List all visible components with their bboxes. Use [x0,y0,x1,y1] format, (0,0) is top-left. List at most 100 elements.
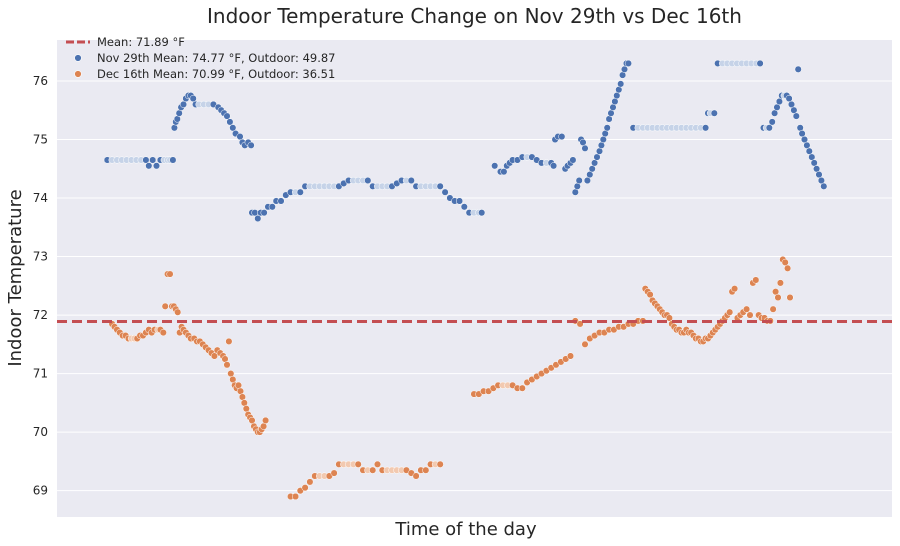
nov-data-point [364,176,372,185]
nov-data-point [581,144,589,152]
dec-data-point [306,478,314,486]
nov-data-point [792,112,800,120]
x-axis-label: Time of the day [394,519,537,540]
nov-data-point [798,130,806,138]
legend-mean-label: Mean: 71.89 °F [97,35,185,49]
dec-data-point [174,308,182,316]
dec-data-point [248,416,256,424]
nov-data-point [189,94,197,103]
nov-data-point [579,138,587,146]
dec-data-point [743,305,751,313]
nov-data-point [500,168,508,176]
nov-data-point [710,109,718,117]
dec-data-point [301,484,309,492]
nov-data-point [765,124,773,132]
nov-data-point [810,159,818,167]
nov-data-point [785,94,793,103]
nov-data-point [226,118,234,126]
nov-data-point [588,165,596,173]
nov-data-point [820,182,828,190]
nov-data-point [152,162,161,170]
nov-data-point [805,147,813,155]
nov-data-point [607,109,615,117]
nov-data-point [145,162,153,170]
y-tick-label: 71 [33,367,48,381]
nov-data-point [455,197,464,205]
y-tick-label: 70 [33,425,48,439]
dec-data-point [373,460,382,468]
dec-data-point [784,264,792,272]
nov-data-point [569,156,577,164]
nov-data-point [595,147,604,155]
nov-data-point [803,141,811,149]
dec-data-point [769,305,777,313]
nov-data-point [702,124,710,132]
nov-data-point [169,156,177,164]
nov-data-point [617,80,625,88]
nov-data-point [175,109,183,117]
nov-data-point [247,141,255,149]
dec-data-point [566,352,575,360]
nov-data-point [558,133,566,141]
nov-data-point [550,162,558,170]
y-tick-label: 72 [33,308,48,322]
dec-data-point [746,311,754,319]
nov-data-point [575,176,583,185]
nov-data-point [149,156,157,164]
y-tick-labels: 69 70 71 72 73 74 75 76 [33,74,48,498]
nov-data-point [593,153,601,161]
nov-data-point [790,106,798,114]
dec-data-point [774,293,782,302]
legend-nov-label: Nov 29th Mean: 74.77 °F, Outdoor: 49.87 [97,51,336,65]
nov-data-point [260,209,268,217]
y-tick-label: 69 [33,484,48,498]
nov-data-point [613,92,621,100]
nov-data-point [296,188,304,196]
nov-data-point [771,109,779,117]
dec-data-point [238,393,246,401]
legend-dec-marker [74,70,82,78]
nov-data-point [794,65,802,73]
nov-data-point [407,176,415,185]
dec-data-point [518,384,526,392]
dec-data-point [330,469,338,477]
dec-data-point [436,460,444,468]
grid-lines [57,80,892,492]
y-tick-label: 73 [33,250,48,264]
dec-data-point [223,361,231,369]
legend: Mean: 71.89 °F Nov 29th Mean: 74.77 °F, … [66,35,336,81]
nov-data-point [170,124,178,132]
dec-data-point [731,285,739,293]
dec-data-point [225,337,233,345]
nov-data-point [491,162,499,170]
dec-data-point [422,466,430,474]
dec-data-point [354,460,362,468]
y-tick-label: 76 [33,74,48,88]
nov-data-point [611,97,619,106]
dec-data-point [260,422,268,430]
nov-data-point [478,209,486,217]
nov-data-point [624,59,632,67]
dec-data-point [781,258,789,266]
dec-data-point [291,492,300,501]
nov-data-point [603,124,611,132]
data-points [103,59,828,501]
dec-data-point [412,472,420,480]
dec-data-point [752,276,760,284]
nov-data-point [756,59,764,67]
nov-data-point [460,203,468,211]
dec-data-point [242,405,250,413]
dec-data-point [726,308,734,316]
nov-data-point [436,182,444,190]
nov-data-point [620,65,629,73]
dec-data-point [262,416,270,424]
dec-data-point [665,314,673,322]
legend-nov-marker [74,54,82,62]
dec-data-point [159,329,167,337]
dec-data-point [161,302,169,310]
nov-data-point [229,124,237,132]
y-tick-label: 75 [33,132,48,146]
nov-data-point [254,214,262,223]
